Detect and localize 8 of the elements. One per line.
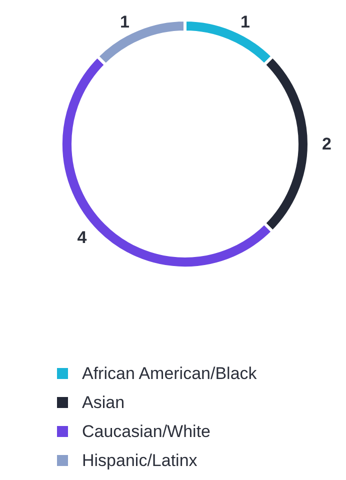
data-label: 1 xyxy=(240,12,250,32)
data-label: 2 xyxy=(322,134,332,154)
legend-label: Caucasian/White xyxy=(82,422,211,441)
legend-label: Asian xyxy=(82,393,125,412)
data-label: 4 xyxy=(77,228,88,247)
legend-label: Hispanic/Latinx xyxy=(82,451,198,470)
legend-label: African American/Black xyxy=(82,364,258,383)
data-label: 1 xyxy=(120,12,130,32)
